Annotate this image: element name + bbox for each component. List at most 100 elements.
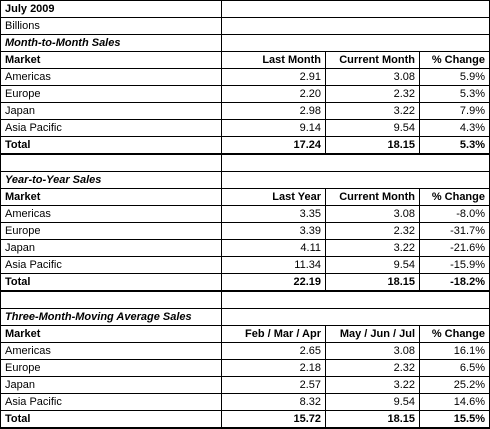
spacer-row	[0, 290, 490, 309]
value-cell[interactable]: 3.39	[221, 222, 326, 240]
section-heading[interactable]: Year-to-Year Sales	[0, 171, 222, 189]
empty-cell[interactable]	[221, 290, 490, 309]
column-header-market[interactable]: Market	[0, 51, 222, 69]
total-change-cell[interactable]: -18.2%	[419, 273, 490, 292]
total-label[interactable]: Total	[0, 273, 222, 292]
market-cell[interactable]: Asia Pacific	[0, 119, 222, 137]
market-cell[interactable]: Europe	[0, 359, 222, 377]
empty-cell[interactable]	[221, 153, 490, 172]
change-cell[interactable]: 5.9%	[419, 68, 490, 86]
table-row: Asia Pacific 8.32 9.54 14.6%	[0, 393, 490, 411]
change-cell[interactable]: -15.9%	[419, 256, 490, 274]
empty-cell[interactable]	[221, 171, 490, 189]
value-cell[interactable]: 2.57	[221, 376, 326, 394]
change-cell[interactable]: -21.6%	[419, 239, 490, 257]
total-row: Total 15.72 18.15 15.5%	[0, 410, 490, 429]
column-header-prior[interactable]: Last Year	[221, 188, 326, 206]
value-cell[interactable]: 2.32	[325, 85, 420, 103]
column-header-row: Market Feb / Mar / Apr May / Jun / Jul %…	[0, 325, 490, 343]
column-header-market[interactable]: Market	[0, 325, 222, 343]
total-row: Total 22.19 18.15 -18.2%	[0, 273, 490, 292]
table-row: Americas 2.91 3.08 5.9%	[0, 68, 490, 86]
change-cell[interactable]: 25.2%	[419, 376, 490, 394]
value-cell[interactable]: 2.98	[221, 102, 326, 120]
value-cell[interactable]: 2.65	[221, 342, 326, 360]
value-cell[interactable]: 3.08	[325, 342, 420, 360]
market-cell[interactable]: Japan	[0, 102, 222, 120]
total-value-cell[interactable]: 18.15	[325, 273, 420, 292]
change-cell[interactable]: 6.5%	[419, 359, 490, 377]
value-cell[interactable]: 3.08	[325, 68, 420, 86]
change-cell[interactable]: 4.3%	[419, 119, 490, 137]
market-cell[interactable]: Europe	[0, 222, 222, 240]
column-header-current[interactable]: Current Month	[325, 51, 420, 69]
sheet-title[interactable]: July 2009	[0, 0, 222, 18]
market-cell[interactable]: Americas	[0, 205, 222, 223]
value-cell[interactable]: 11.34	[221, 256, 326, 274]
total-value-cell[interactable]: 17.24	[221, 136, 326, 155]
column-header-current[interactable]: May / Jun / Jul	[325, 325, 420, 343]
market-cell[interactable]: Americas	[0, 68, 222, 86]
value-cell[interactable]: 3.22	[325, 102, 420, 120]
market-cell[interactable]: Japan	[0, 239, 222, 257]
market-cell[interactable]: Americas	[0, 342, 222, 360]
value-cell[interactable]: 9.54	[325, 256, 420, 274]
section-heading[interactable]: Three-Month-Moving Average Sales	[0, 308, 222, 326]
total-value-cell[interactable]: 15.72	[221, 410, 326, 429]
column-header-change[interactable]: % Change	[419, 188, 490, 206]
value-cell[interactable]: 9.54	[325, 393, 420, 411]
change-cell[interactable]: 16.1%	[419, 342, 490, 360]
value-cell[interactable]: 4.11	[221, 239, 326, 257]
column-header-change[interactable]: % Change	[419, 325, 490, 343]
change-cell[interactable]: 14.6%	[419, 393, 490, 411]
total-label[interactable]: Total	[0, 136, 222, 155]
total-value-cell[interactable]: 18.15	[325, 136, 420, 155]
table-row: Americas 3.35 3.08 -8.0%	[0, 205, 490, 223]
column-header-prior[interactable]: Last Month	[221, 51, 326, 69]
value-cell[interactable]: 9.14	[221, 119, 326, 137]
units-row: Billions	[0, 17, 490, 35]
change-cell[interactable]: 5.3%	[419, 85, 490, 103]
column-header-market[interactable]: Market	[0, 188, 222, 206]
column-header-prior[interactable]: Feb / Mar / Apr	[221, 325, 326, 343]
market-cell[interactable]: Japan	[0, 376, 222, 394]
table-row: Europe 2.18 2.32 6.5%	[0, 359, 490, 377]
total-value-cell[interactable]: 18.15	[325, 410, 420, 429]
total-row: Total 17.24 18.15 5.3%	[0, 136, 490, 155]
market-cell[interactable]: Europe	[0, 85, 222, 103]
value-cell[interactable]: 3.35	[221, 205, 326, 223]
total-value-cell[interactable]: 22.19	[221, 273, 326, 292]
title-row: July 2009	[0, 0, 490, 18]
section-heading[interactable]: Month-to-Month Sales	[0, 34, 222, 52]
value-cell[interactable]: 3.22	[325, 239, 420, 257]
units-label[interactable]: Billions	[0, 17, 222, 35]
table-row: Japan 2.98 3.22 7.9%	[0, 102, 490, 120]
change-cell[interactable]: -31.7%	[419, 222, 490, 240]
value-cell[interactable]: 2.32	[325, 359, 420, 377]
empty-cell[interactable]	[221, 34, 490, 52]
value-cell[interactable]: 2.18	[221, 359, 326, 377]
value-cell[interactable]: 8.32	[221, 393, 326, 411]
value-cell[interactable]: 2.32	[325, 222, 420, 240]
total-change-cell[interactable]: 15.5%	[419, 410, 490, 429]
value-cell[interactable]: 2.20	[221, 85, 326, 103]
empty-cell[interactable]	[0, 290, 222, 309]
table-row: Asia Pacific 9.14 9.54 4.3%	[0, 119, 490, 137]
value-cell[interactable]: 3.08	[325, 205, 420, 223]
market-cell[interactable]: Asia Pacific	[0, 393, 222, 411]
empty-cell[interactable]	[221, 308, 490, 326]
value-cell[interactable]: 2.91	[221, 68, 326, 86]
total-label[interactable]: Total	[0, 410, 222, 429]
value-cell[interactable]: 3.22	[325, 376, 420, 394]
section-heading-row: Three-Month-Moving Average Sales	[0, 308, 490, 326]
empty-cell[interactable]	[221, 0, 490, 18]
change-cell[interactable]: -8.0%	[419, 205, 490, 223]
value-cell[interactable]: 9.54	[325, 119, 420, 137]
empty-cell[interactable]	[221, 17, 490, 35]
market-cell[interactable]: Asia Pacific	[0, 256, 222, 274]
total-change-cell[interactable]: 5.3%	[419, 136, 490, 155]
change-cell[interactable]: 7.9%	[419, 102, 490, 120]
column-header-change[interactable]: % Change	[419, 51, 490, 69]
empty-cell[interactable]	[0, 153, 222, 172]
column-header-current[interactable]: Current Month	[325, 188, 420, 206]
